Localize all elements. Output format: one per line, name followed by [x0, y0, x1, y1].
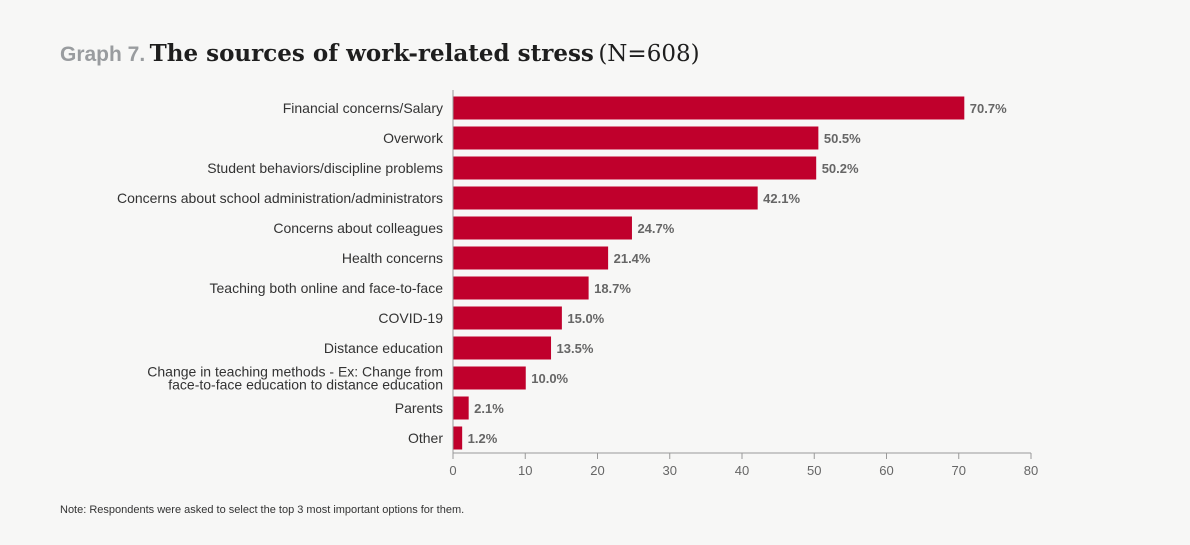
title-sample-size: (N=608): [598, 41, 700, 67]
value-label: 50.2%: [822, 161, 859, 176]
category-label: COVID-19: [378, 310, 443, 326]
category-label-line: Health concerns: [342, 250, 443, 266]
bar: [453, 126, 819, 150]
category-label-line: Overwork: [383, 130, 444, 146]
category-label: Change in teaching methods - Ex: Change …: [147, 364, 443, 393]
category-label: Financial concerns/Salary: [283, 100, 443, 116]
value-label: 42.1%: [763, 191, 800, 206]
category-label-line: Distance education: [324, 340, 443, 356]
category-label-line: Financial concerns/Salary: [283, 100, 443, 116]
bar: [453, 396, 469, 420]
category-label: Concerns about school administration/adm…: [117, 190, 443, 206]
category-label-line: Teaching both online and face-to-face: [210, 280, 444, 296]
category-label-line: Other: [408, 430, 443, 446]
category-label: Distance education: [324, 340, 443, 356]
footnote: Note: Respondents were asked to select t…: [60, 504, 465, 516]
category-label: Parents: [395, 400, 443, 416]
category-label-line: Concerns about colleagues: [273, 220, 443, 236]
value-label: 13.5%: [557, 341, 594, 356]
x-tick-label: 0: [449, 463, 456, 478]
category-label: Teaching both online and face-to-face: [210, 280, 444, 296]
category-label: Concerns about colleagues: [273, 220, 443, 236]
bar: [453, 306, 562, 330]
value-label: 1.2%: [468, 431, 498, 446]
bar: [453, 276, 589, 300]
category-label: Overwork: [383, 130, 444, 146]
bar: [453, 366, 526, 390]
x-tick-label: 50: [807, 463, 821, 478]
category-label-line: Parents: [395, 400, 443, 416]
value-label: 2.1%: [474, 401, 504, 416]
x-tick-label: 20: [590, 463, 604, 478]
x-tick-label: 80: [1024, 463, 1038, 478]
value-label: 18.7%: [594, 281, 631, 296]
x-tick-label: 40: [735, 463, 749, 478]
x-tick-label: 10: [518, 463, 532, 478]
bar: [453, 336, 552, 360]
category-label: Health concerns: [342, 250, 443, 266]
category-label-line: Student behaviors/discipline problems: [207, 160, 443, 176]
x-tick-label: 60: [879, 463, 893, 478]
category-label-line: Concerns about school administration/adm…: [117, 190, 443, 206]
category-label-line: face-to-face education to distance educa…: [168, 377, 443, 393]
value-label: 10.0%: [531, 371, 568, 386]
category-label-line: Change in teaching methods - Ex: Change …: [147, 364, 443, 380]
bar: [453, 246, 609, 270]
bar: [453, 216, 632, 240]
x-tick-label: 30: [663, 463, 677, 478]
chart-title: Graph 7. The sources of work-related str…: [60, 40, 700, 67]
x-tick-label: 70: [952, 463, 966, 478]
bar: [453, 186, 758, 210]
category-label: Student behaviors/discipline problems: [207, 160, 443, 176]
category-label: Other: [408, 430, 443, 446]
graph-number: Graph 7.: [60, 43, 146, 66]
value-label: 70.7%: [970, 101, 1007, 116]
category-label-line: COVID-19: [378, 310, 443, 326]
bar: [453, 96, 965, 120]
value-label: 24.7%: [637, 221, 674, 236]
title-main: The sources of work-related stress: [149, 40, 594, 67]
value-label: 21.4%: [614, 251, 651, 266]
bar: [453, 426, 463, 450]
value-label: 50.5%: [824, 131, 861, 146]
bar: [453, 156, 817, 180]
value-label: 15.0%: [567, 311, 604, 326]
